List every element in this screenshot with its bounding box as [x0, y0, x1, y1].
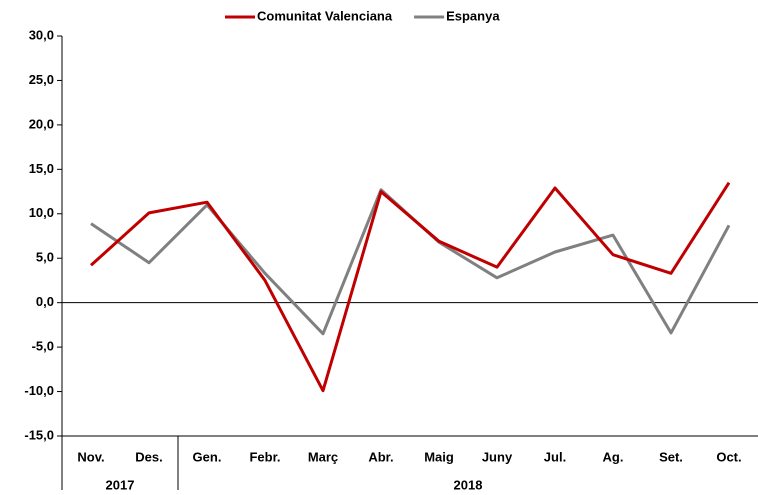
y-tick-label: 30,0	[29, 27, 54, 42]
y-tick-label: 10,0	[29, 205, 54, 220]
x-tick-label: Abr.	[368, 449, 393, 464]
x-tick-label: Nov.	[77, 449, 104, 464]
y-tick-label: 25,0	[29, 72, 54, 87]
legend-label: Comunitat Valenciana	[257, 8, 393, 23]
x-tick-label: Set.	[659, 449, 683, 464]
y-tick-label: 20,0	[29, 116, 54, 131]
x-tick-label: Maig	[424, 449, 454, 464]
x-tick-label: Març	[308, 449, 338, 464]
y-tick-label: -5,0	[32, 339, 54, 354]
y-tick-label: 5,0	[36, 250, 54, 265]
x-tick-label: Gen.	[193, 449, 222, 464]
x-tick-label: Des.	[135, 449, 162, 464]
series-line	[89, 181, 731, 393]
year-label: 2017	[106, 477, 135, 490]
y-tick-label: 0,0	[36, 294, 54, 309]
x-tick-label: Ag.	[603, 449, 624, 464]
x-tick-label: Oct.	[716, 449, 741, 464]
x-tick-label: Febr.	[249, 449, 280, 464]
y-tick-label: 15,0	[29, 161, 54, 176]
x-tick-label: Juny	[482, 449, 513, 464]
x-tick-label: Jul.	[544, 449, 566, 464]
y-tick-label: -10,0	[24, 383, 54, 398]
year-label: 2018	[454, 477, 483, 490]
legend-label: Espanya	[446, 8, 500, 23]
y-tick-label: -15,0	[24, 427, 54, 442]
